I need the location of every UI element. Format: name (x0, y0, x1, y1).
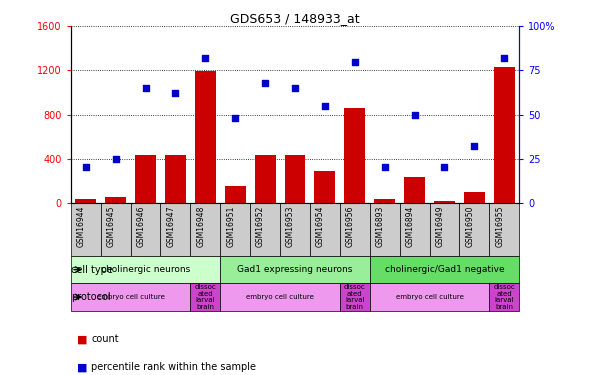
Bar (135, 155, 156, 203)
Bar (340, 203, 370, 256)
Text: percentile rank within the sample: percentile rank within the sample (91, 363, 257, 372)
Text: GSM16955: GSM16955 (495, 206, 504, 247)
Bar (130, 203, 160, 256)
Bar (280, 203, 310, 256)
Bar (399, 203, 430, 256)
Bar (195, 72, 216, 203)
Bar (160, 203, 191, 256)
Bar (71, 283, 191, 311)
Bar (489, 203, 519, 256)
Bar (345, 108, 365, 203)
Text: ■: ■ (77, 363, 87, 372)
Bar (464, 192, 485, 203)
Text: GSM16945: GSM16945 (107, 206, 116, 247)
Bar (370, 283, 489, 311)
Point (141, 85, 150, 91)
Point (260, 80, 270, 86)
Text: ■: ■ (77, 334, 87, 344)
Bar (71, 203, 101, 256)
Point (320, 103, 330, 109)
Bar (489, 283, 519, 311)
Bar (220, 203, 250, 256)
Text: embryo cell culture: embryo cell culture (97, 294, 165, 300)
Text: GSM16893: GSM16893 (376, 206, 385, 247)
Bar (101, 203, 130, 256)
Bar (76, 200, 96, 203)
Text: cholinergic/Gad1 negative: cholinergic/Gad1 negative (385, 265, 504, 274)
Point (171, 90, 180, 96)
Text: count: count (91, 334, 119, 344)
Bar (165, 155, 186, 203)
Point (81, 165, 90, 171)
Text: dissoc
ated
larval
brain: dissoc ated larval brain (195, 284, 216, 310)
Text: embryo cell culture: embryo cell culture (246, 294, 314, 300)
Point (470, 143, 479, 149)
Text: GSM16947: GSM16947 (166, 206, 175, 247)
Bar (370, 256, 519, 283)
Text: protocol: protocol (71, 292, 111, 302)
Bar (314, 171, 335, 203)
Bar (225, 186, 245, 203)
Point (111, 156, 120, 162)
Point (380, 165, 389, 171)
Text: GSM16956: GSM16956 (346, 206, 355, 247)
Bar (105, 197, 126, 203)
Text: GSM16951: GSM16951 (226, 206, 235, 247)
Point (500, 55, 509, 61)
Bar (434, 201, 455, 203)
Text: embryo cell culture: embryo cell culture (395, 294, 464, 300)
Bar (374, 200, 395, 203)
Point (440, 165, 449, 171)
Text: GSM16952: GSM16952 (256, 206, 265, 247)
Bar (430, 203, 460, 256)
Bar (284, 155, 306, 203)
Text: GSM16948: GSM16948 (196, 206, 205, 247)
Title: GDS653 / 148933_at: GDS653 / 148933_at (230, 12, 360, 25)
Text: dissoc
ated
larval
brain: dissoc ated larval brain (344, 284, 366, 310)
Bar (191, 283, 220, 311)
Bar (71, 256, 220, 283)
Text: GSM16949: GSM16949 (435, 206, 444, 247)
Text: GSM16894: GSM16894 (405, 206, 415, 247)
Point (410, 111, 419, 117)
Point (350, 58, 359, 64)
Bar (220, 256, 370, 283)
Point (290, 85, 300, 91)
Bar (404, 177, 425, 203)
Bar (310, 203, 340, 256)
Text: GSM16946: GSM16946 (136, 206, 146, 247)
Text: GSM16953: GSM16953 (286, 206, 295, 247)
Text: Gad1 expressing neurons: Gad1 expressing neurons (237, 265, 353, 274)
Bar (494, 67, 514, 203)
Bar (255, 155, 276, 203)
Text: GSM16944: GSM16944 (77, 206, 86, 247)
Bar (370, 203, 399, 256)
Text: GSM16950: GSM16950 (466, 206, 474, 247)
Text: GSM16954: GSM16954 (316, 206, 325, 247)
Bar (220, 283, 340, 311)
Bar (250, 203, 280, 256)
Point (231, 115, 240, 121)
Bar (460, 203, 489, 256)
Bar (340, 283, 370, 311)
Text: dissoc
ated
larval
brain: dissoc ated larval brain (493, 284, 515, 310)
Bar (191, 203, 220, 256)
Text: cholinergic neurons: cholinergic neurons (101, 265, 190, 274)
Text: cell type: cell type (71, 265, 113, 274)
Point (201, 55, 210, 61)
